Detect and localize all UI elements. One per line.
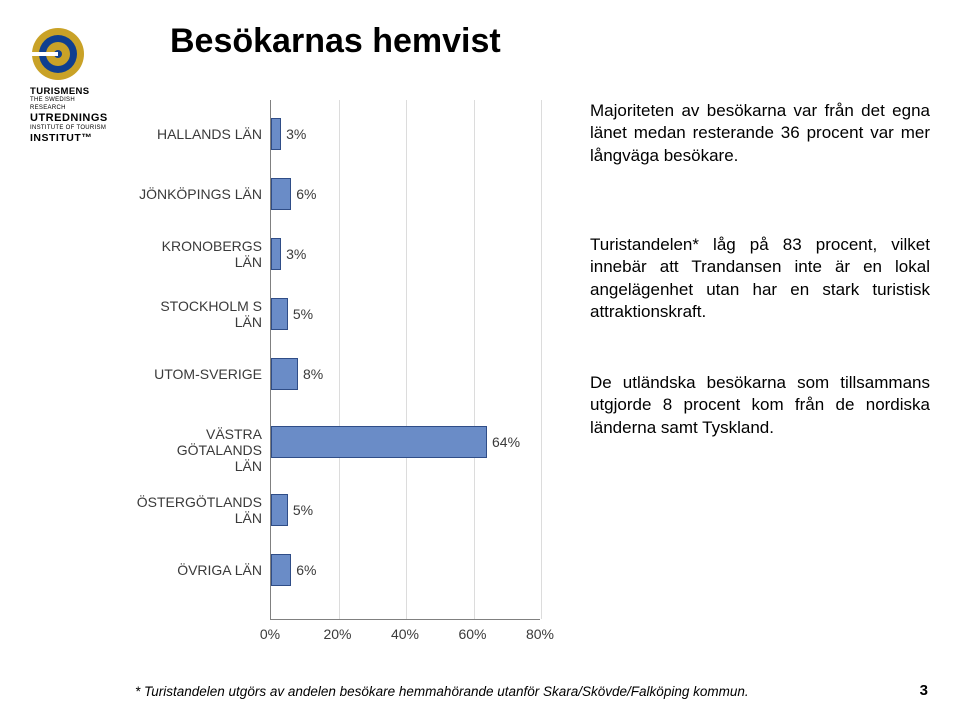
gridline bbox=[474, 100, 475, 619]
y-axis-label: ÖVRIGA LÄN bbox=[130, 562, 262, 578]
footnote: * Turistandelen utgörs av andelen besöka… bbox=[135, 684, 749, 699]
slide: TURISMENS THE SWEDISH RESEARCH UTREDNING… bbox=[0, 0, 960, 723]
gridline bbox=[541, 100, 542, 619]
bar bbox=[271, 426, 487, 458]
bar-value-label: 8% bbox=[303, 366, 323, 382]
x-tick-label: 80% bbox=[526, 626, 554, 642]
paragraph: Turistandelen* låg på 83 procent, vilket… bbox=[590, 234, 930, 324]
y-axis-label: ÖSTERGÖTLANDSLÄN bbox=[130, 494, 262, 526]
x-tick-label: 0% bbox=[260, 626, 280, 642]
paragraph: Majoriteten av besökarna var från det eg… bbox=[590, 100, 930, 167]
logo: TURISMENS THE SWEDISH RESEARCH UTREDNING… bbox=[30, 26, 110, 145]
bar-value-label: 5% bbox=[293, 502, 313, 518]
y-axis-label: UTOM-SVERIGE bbox=[130, 366, 262, 382]
bar bbox=[271, 118, 281, 150]
y-axis-label: KRONOBERGSLÄN bbox=[130, 238, 262, 270]
logo-line3: UTREDNINGS bbox=[30, 112, 110, 125]
gridline bbox=[406, 100, 407, 619]
x-tick-label: 60% bbox=[458, 626, 486, 642]
bar bbox=[271, 178, 291, 210]
bar bbox=[271, 494, 288, 526]
gridline bbox=[339, 100, 340, 619]
y-axis-label: JÖNKÖPINGS LÄN bbox=[130, 186, 262, 202]
page-number: 3 bbox=[920, 682, 928, 699]
paragraph: De utländska besökarna som tillsammans u… bbox=[590, 372, 930, 439]
bar-value-label: 3% bbox=[286, 126, 306, 142]
y-axis-label: HALLANDS LÄN bbox=[130, 126, 262, 142]
logo-line2: THE SWEDISH RESEARCH bbox=[30, 97, 110, 111]
y-axis-label: VÄSTRA GÖTALANDSLÄN bbox=[130, 426, 262, 474]
x-tick-label: 20% bbox=[323, 626, 351, 642]
bar-value-label: 6% bbox=[296, 186, 316, 202]
bar bbox=[271, 298, 288, 330]
bar-value-label: 64% bbox=[492, 434, 520, 450]
bar bbox=[271, 358, 298, 390]
chart-plot bbox=[270, 100, 540, 620]
logo-text: TURISMENS THE SWEDISH RESEARCH UTREDNING… bbox=[30, 86, 110, 145]
logo-line4: INSTITUTE OF TOURISM bbox=[30, 125, 110, 132]
bar-value-label: 5% bbox=[293, 306, 313, 322]
bar-chart: 0%20%40%60%80%HALLANDS LÄN3%JÖNKÖPINGS L… bbox=[130, 100, 550, 650]
y-axis-label: STOCKHOLM SLÄN bbox=[130, 298, 262, 330]
x-tick-label: 40% bbox=[391, 626, 419, 642]
logo-line1: TURISMENS bbox=[30, 86, 110, 97]
logo-icon bbox=[30, 26, 86, 82]
bar-value-label: 3% bbox=[286, 246, 306, 262]
page-title: Besökarnas hemvist bbox=[170, 22, 501, 61]
bar bbox=[271, 554, 291, 586]
bar-value-label: 6% bbox=[296, 562, 316, 578]
logo-line5: INSTITUT™ bbox=[30, 132, 110, 145]
bar bbox=[271, 238, 281, 270]
